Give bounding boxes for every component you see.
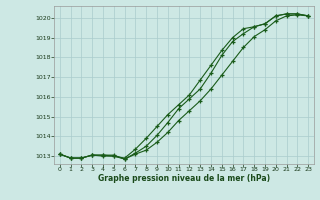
X-axis label: Graphe pression niveau de la mer (hPa): Graphe pression niveau de la mer (hPa) [98, 174, 270, 183]
